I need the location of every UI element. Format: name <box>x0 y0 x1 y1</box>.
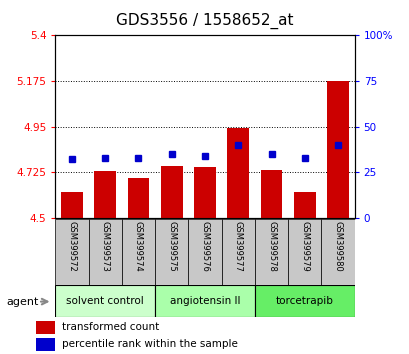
Text: GSM399578: GSM399578 <box>266 222 275 272</box>
Text: percentile rank within the sample: percentile rank within the sample <box>62 339 237 349</box>
Text: angiotensin II: angiotensin II <box>169 296 240 306</box>
Text: GSM399577: GSM399577 <box>233 222 242 272</box>
Bar <box>94 171 116 218</box>
Text: transformed count: transformed count <box>62 322 159 332</box>
Bar <box>121 219 155 285</box>
Text: GSM399576: GSM399576 <box>200 222 209 272</box>
Bar <box>127 178 149 218</box>
Text: agent: agent <box>6 297 38 307</box>
Bar <box>88 219 121 285</box>
Text: GDS3556 / 1558652_at: GDS3556 / 1558652_at <box>116 12 293 29</box>
Text: GSM399580: GSM399580 <box>333 222 342 272</box>
Bar <box>155 219 188 285</box>
Bar <box>61 192 83 218</box>
Bar <box>227 127 248 218</box>
Text: GSM399573: GSM399573 <box>101 222 110 272</box>
Bar <box>55 285 155 317</box>
Text: GSM399579: GSM399579 <box>299 222 308 272</box>
Bar <box>36 338 54 350</box>
Bar <box>288 219 321 285</box>
Text: torcetrapib: torcetrapib <box>275 296 333 306</box>
Bar <box>161 166 182 218</box>
Text: GSM399574: GSM399574 <box>134 222 143 272</box>
Text: GSM399575: GSM399575 <box>167 222 176 272</box>
Text: GSM399572: GSM399572 <box>67 222 76 272</box>
Bar <box>36 321 54 334</box>
Bar <box>194 167 215 218</box>
Bar <box>260 170 282 218</box>
Bar <box>254 285 354 317</box>
Bar <box>221 219 254 285</box>
Bar <box>188 219 221 285</box>
Bar <box>55 219 88 285</box>
Bar <box>293 192 315 218</box>
Text: solvent control: solvent control <box>66 296 144 306</box>
Bar <box>254 219 288 285</box>
Bar <box>321 219 354 285</box>
Bar <box>326 81 348 218</box>
Bar <box>155 285 254 317</box>
